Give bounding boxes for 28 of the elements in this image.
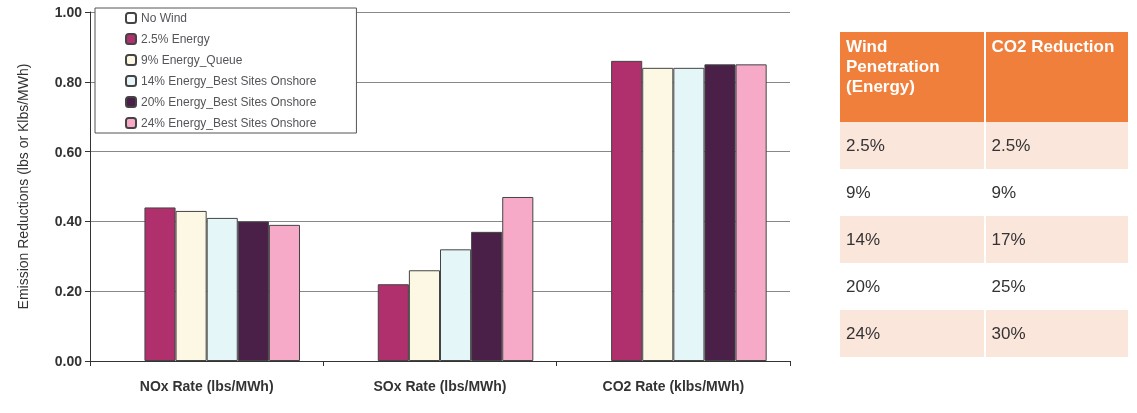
y-tick-label: 0.60 xyxy=(54,143,83,160)
text: 20% xyxy=(840,263,985,310)
text: 2.5% xyxy=(984,122,1129,169)
y-tick-label: 0.00 xyxy=(54,353,83,369)
y-axis-title: Emission Reductions (lbs or Klbs/MWh) xyxy=(15,63,31,310)
text: 17% xyxy=(984,216,1129,263)
text: 2.5% xyxy=(840,122,985,169)
text: 25% xyxy=(984,263,1129,310)
x-tick-label: SOx Rate (lbs/MWh) xyxy=(373,378,507,394)
legend-label: 24% Energy_Best Sites Onshore xyxy=(141,116,317,130)
legend-label: 14% Energy_Best Sites Onshore xyxy=(141,74,317,88)
y-tick-label: 0.20 xyxy=(54,283,83,300)
legend-label: 20% Energy_Best Sites Onshore xyxy=(141,95,317,109)
category-label: CO2 Reduction xyxy=(984,32,1129,122)
text: 24% xyxy=(840,310,985,357)
y-tick-label: 0.80 xyxy=(54,73,83,90)
text: 9% xyxy=(984,169,1129,216)
category-label: Wind Penetration (Energy) xyxy=(840,32,985,122)
text: 14% xyxy=(840,216,985,263)
text: 9% xyxy=(840,169,985,216)
legend-label: No Wind xyxy=(141,11,188,25)
y-tick-label: 0.40 xyxy=(54,213,83,230)
y-tick-label: 1.00 xyxy=(54,4,83,20)
legend-label: 2.5% Energy xyxy=(141,32,210,46)
x-tick-label: NOx Rate (lbs/MWh) xyxy=(139,378,274,394)
x-tick-label: CO2 Rate (klbs/MWh) xyxy=(602,378,745,394)
legend-label: 9% Energy_Queue xyxy=(141,53,243,67)
text: 30% xyxy=(984,310,1129,357)
